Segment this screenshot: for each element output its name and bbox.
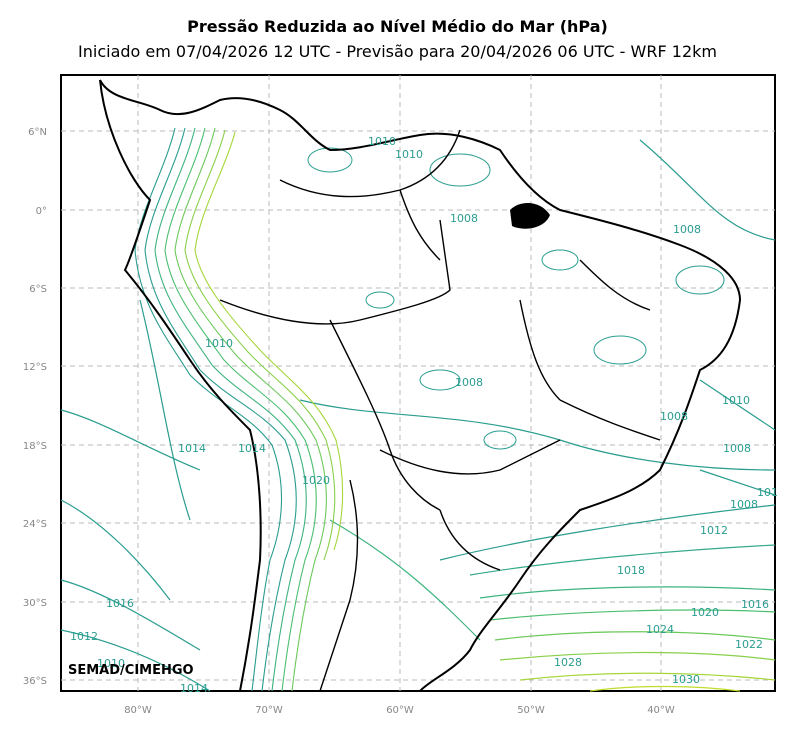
contour-label: 1008 — [455, 376, 483, 389]
isobars-inland — [307, 147, 725, 450]
contour-label: 1014 — [178, 442, 206, 455]
contour-label: 1014 — [238, 442, 266, 455]
contour-label: 1016 — [741, 598, 769, 611]
contour-label: 1012 — [700, 524, 728, 537]
lat-tick: 18°S — [23, 441, 47, 452]
contour-label: 1008 — [660, 410, 688, 423]
contour-label: 1020 — [302, 474, 330, 487]
contour-label: 1008 — [730, 498, 758, 511]
contour-label: 1030 — [672, 673, 700, 686]
lat-tick: 6°S — [29, 284, 47, 295]
contour-label: 1008 — [450, 212, 478, 225]
country-borders — [219, 129, 661, 692]
contour-label: 1028 — [554, 656, 582, 669]
credit-label: SEMAD/CIMEHGO — [68, 663, 194, 678]
map-title: Pressão Reduzida ao Nível Médio do Mar (… — [187, 17, 608, 36]
contour-label: 1014 — [180, 682, 208, 695]
lon-tick: 50°W — [517, 705, 545, 716]
graticule — [61, 75, 775, 691]
map-subtitle: Iniciado em 07/04/2026 12 UTC - Previsão… — [78, 42, 717, 61]
lat-tick: 12°S — [23, 362, 47, 373]
coastline — [99, 79, 742, 692]
contour-label: 1012 — [70, 630, 98, 643]
contour-label: 1010 — [97, 657, 125, 670]
lat-tick: 30°S — [23, 598, 47, 609]
contour-label: 1016 — [106, 597, 134, 610]
contour-label: 1010 — [722, 394, 750, 407]
lat-tick: 0° — [36, 206, 47, 217]
contour-label: 101 — [757, 486, 778, 499]
lat-tick: 24°S — [23, 519, 47, 530]
contour-label: 1010 — [395, 148, 423, 161]
map-frame — [60, 74, 776, 692]
contour-label: 1018 — [617, 564, 645, 577]
contour-label: 1010 — [205, 337, 233, 350]
lon-tick: 40°W — [647, 705, 675, 716]
lat-tick: 6°N — [28, 127, 47, 138]
contour-label: 1010 — [368, 135, 396, 148]
lat-tick: 36°S — [23, 676, 47, 687]
lon-tick: 60°W — [386, 705, 414, 716]
contour-label: 1024 — [646, 623, 674, 636]
lon-tick: 80°W — [124, 705, 152, 716]
contour-label: 1022 — [735, 638, 763, 651]
contour-label: 1020 — [691, 606, 719, 619]
lon-tick: 70°W — [255, 705, 283, 716]
marajo-island — [510, 203, 550, 229]
contour-label: 1008 — [673, 223, 701, 236]
contour-label: 1008 — [723, 442, 751, 455]
